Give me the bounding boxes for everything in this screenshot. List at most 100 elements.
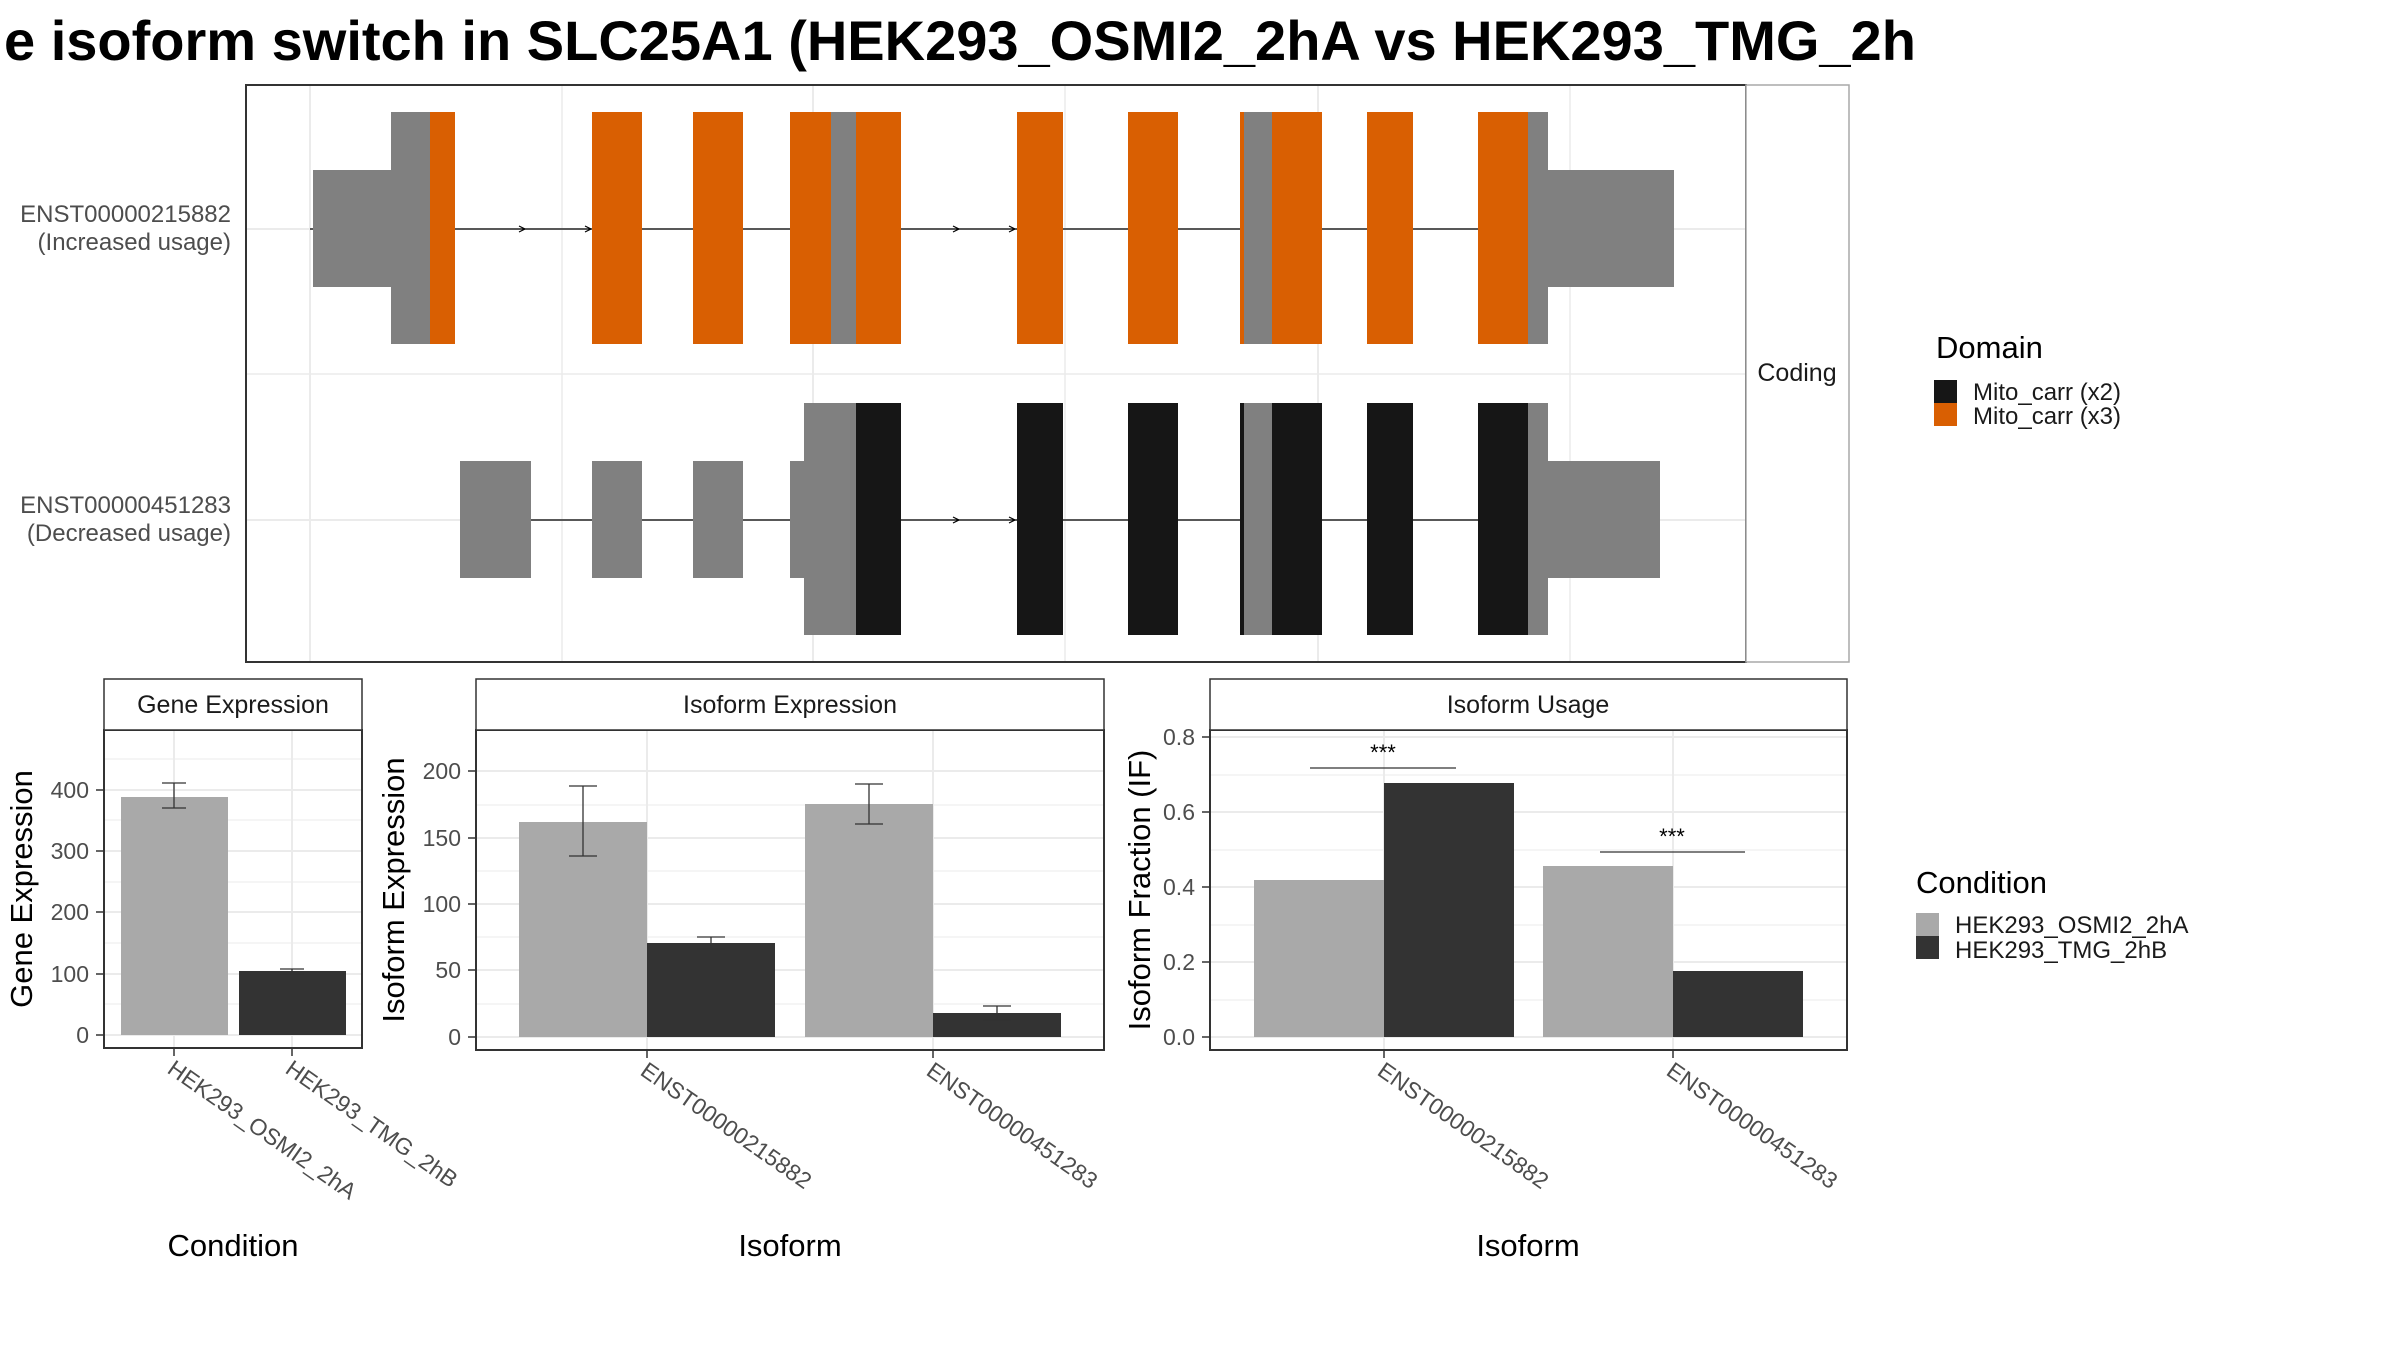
intron-direction-arrow (518, 225, 527, 233)
legend-key-mito-carr-x3 (1934, 403, 1957, 426)
condition-legend-title: Condition (1916, 865, 2047, 900)
legend-label-hek293-osmi2-2ha: HEK293_OSMI2_2hA (1955, 912, 2188, 939)
intron-direction-arrow (1008, 516, 1017, 524)
gene-expression-x-ticks (173, 1048, 293, 1056)
isoform-expression-x-ticks (646, 1050, 934, 1058)
domain-exon-x3 (1272, 112, 1322, 344)
figure-title: e isoform switch in SLC25A1 (HEK293_OSMI… (4, 9, 1916, 72)
bar-isoform-expr-ENST00000215882-tmg (647, 943, 775, 1037)
error-bar-gene-hek293-osmi2-2ha (162, 782, 186, 809)
y-tick-label: 0.4 (1163, 874, 1195, 900)
significance-bracket-ENST00000215882: *** (1310, 740, 1456, 769)
condition-legend: Condition HEK293_OSMI2_2hA HEK293_TMG_2h… (1916, 865, 2188, 964)
utr-exon-3prime (1548, 170, 1674, 287)
error-bar-isoform-expr-ENST00000451283-osmi2 (855, 783, 883, 825)
bar-gene-hek293-osmi2-2ha (121, 797, 228, 1035)
domain-exon-x3 (790, 112, 831, 344)
transcript-label-1-usage: (Increased usage) (38, 229, 231, 256)
domain-exon-x2 (856, 403, 901, 635)
gene-expression-strip-label: Gene Expression (137, 691, 329, 719)
x-tick-label: ENST00000451283 (1662, 1057, 1842, 1194)
domain-legend: Domain Mito_carr (x2) Mito_carr (x3) (1934, 330, 2121, 430)
bar-usage-ENST00000215882-tmg (1384, 783, 1514, 1037)
significance-bracket-ENST00000451283: *** (1600, 824, 1745, 853)
coding-strip-label: Coding (1757, 359, 1836, 387)
gene-expression-y-axis-title: Gene Expression (4, 770, 39, 1008)
error-bar-gene-hek293-tmg-2hb (280, 968, 304, 975)
utr-exon (592, 461, 642, 578)
y-tick-label: 200 (423, 758, 461, 784)
isoform-expression-strip (475, 678, 1105, 731)
domain-exon-x3 (430, 112, 455, 344)
domain-exon-x3 (1478, 112, 1528, 344)
noncoding-exon (804, 403, 856, 635)
domain-exon-x2 (1240, 403, 1244, 635)
noncoding-exon (391, 112, 430, 344)
y-tick-label: 150 (423, 825, 461, 851)
error-bar-isoform-expr-ENST00000215882-osmi2 (569, 785, 597, 857)
utr-exon (460, 461, 531, 578)
coding-strip (1745, 84, 1850, 663)
domain-exon-x3 (1367, 112, 1413, 344)
domain-exon-x3 (592, 112, 642, 344)
y-tick-label: 0.2 (1163, 949, 1195, 975)
x-tick-label: ENST00000215882 (1373, 1057, 1553, 1194)
isoform-expression-y-axis-title: Isoform Expression (376, 757, 411, 1022)
y-tick-label: 0.8 (1163, 724, 1195, 750)
error-bar-isoform-expr-ENST00000451283-tmg (983, 1005, 1011, 1021)
y-tick-label: 400 (51, 777, 89, 803)
isoform-usage-chart: *** *** Isoform Usage 0.0 0.2 0.4 0.6 0.… (1122, 678, 1848, 1263)
bar-gene-hek293-tmg-2hb (239, 971, 346, 1035)
y-tick-label: 0 (448, 1024, 461, 1050)
transcript-label-2-id: ENST00000451283 (20, 492, 231, 519)
gene-expression-y-ticks (96, 789, 104, 1036)
y-tick-label: 50 (435, 957, 461, 983)
legend-key-hek293-tmg-2hb (1916, 936, 1939, 959)
domain-exon-x2 (1128, 403, 1178, 635)
utr-exon (693, 461, 743, 578)
utr-exon (790, 461, 804, 578)
bar-isoform-expr-ENST00000215882-osmi2 (519, 822, 647, 1037)
error-bar-isoform-expr-ENST00000215882-tmg (697, 936, 725, 950)
significance-label: *** (1659, 824, 1685, 849)
significance-label: *** (1370, 740, 1396, 765)
domain-legend-title: Domain (1936, 330, 2043, 365)
transcript-label-2-usage: (Decreased usage) (27, 520, 231, 547)
noncoding-exon (1244, 403, 1272, 635)
isoform-usage-y-axis-title: Isoform Fraction (IF) (1122, 750, 1157, 1031)
noncoding-exon (1244, 112, 1272, 344)
y-tick-label: 0.0 (1163, 1024, 1195, 1050)
isoform-usage-strip (1209, 678, 1848, 731)
isoform-expression-y-ticks (468, 770, 476, 1038)
legend-label-mito-carr-x3: Mito_carr (x3) (1973, 403, 2121, 430)
transcript-structure-panel: Coding ENST00000215882 (Increased usage)… (20, 84, 1850, 663)
noncoding-exon (831, 112, 856, 344)
domain-exon-x3 (856, 112, 901, 344)
transcript-label-1-id: ENST00000215882 (20, 201, 231, 228)
x-tick-label: ENST00000215882 (636, 1057, 816, 1194)
intron-direction-arrow (952, 516, 961, 524)
y-tick-label: 300 (51, 838, 89, 864)
isoform-usage-strip-label: Isoform Usage (1447, 691, 1610, 719)
y-tick-label: 100 (51, 961, 89, 987)
x-tick-label: HEK293_OSMI2_2hA (163, 1055, 362, 1205)
noncoding-exon (1528, 112, 1548, 344)
isoform-usage-x-ticks (1383, 1050, 1674, 1058)
y-tick-label: 0 (76, 1022, 89, 1048)
transcript-structure-ENST00000215882 (310, 112, 1674, 344)
bar-usage-ENST00000451283-osmi2 (1543, 866, 1673, 1037)
isoform-usage-y-ticks (1202, 736, 1210, 1038)
gene-expression-x-axis-title: Condition (168, 1228, 299, 1263)
intron-direction-arrow (584, 225, 593, 233)
isoform-expression-x-axis-title: Isoform (738, 1228, 841, 1263)
legend-label-mito-carr-x2: Mito_carr (x2) (1973, 379, 2121, 406)
intron-direction-arrow (952, 225, 961, 233)
bar-usage-ENST00000215882-osmi2 (1254, 880, 1384, 1037)
domain-exon-x2 (1478, 403, 1528, 635)
bar-usage-ENST00000451283-tmg (1673, 971, 1803, 1037)
utr-exon-5prime (313, 170, 391, 287)
domain-exon-x2 (1017, 403, 1063, 635)
domain-exon-x3 (693, 112, 743, 344)
y-tick-label: 100 (423, 891, 461, 917)
